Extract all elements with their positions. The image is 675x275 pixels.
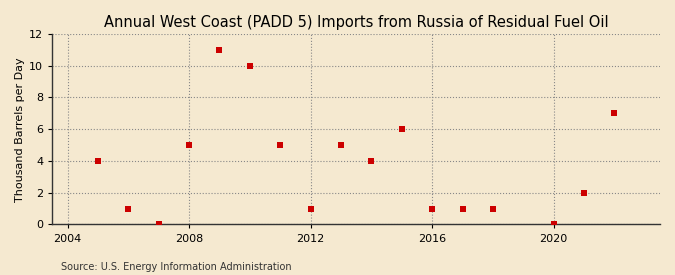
Point	[244, 64, 255, 68]
Point	[184, 143, 194, 147]
Point	[396, 127, 407, 131]
Point	[335, 143, 346, 147]
Point	[427, 207, 437, 211]
Point	[457, 207, 468, 211]
Point	[305, 207, 316, 211]
Point	[92, 159, 103, 163]
Point	[366, 159, 377, 163]
Y-axis label: Thousand Barrels per Day: Thousand Barrels per Day	[15, 57, 25, 202]
Title: Annual West Coast (PADD 5) Imports from Russia of Residual Fuel Oil: Annual West Coast (PADD 5) Imports from …	[104, 15, 608, 30]
Point	[214, 48, 225, 52]
Point	[548, 222, 559, 227]
Point	[487, 207, 498, 211]
Point	[609, 111, 620, 116]
Point	[275, 143, 286, 147]
Text: Source: U.S. Energy Information Administration: Source: U.S. Energy Information Administ…	[61, 262, 292, 272]
Point	[153, 222, 164, 227]
Point	[578, 191, 589, 195]
Point	[123, 207, 134, 211]
